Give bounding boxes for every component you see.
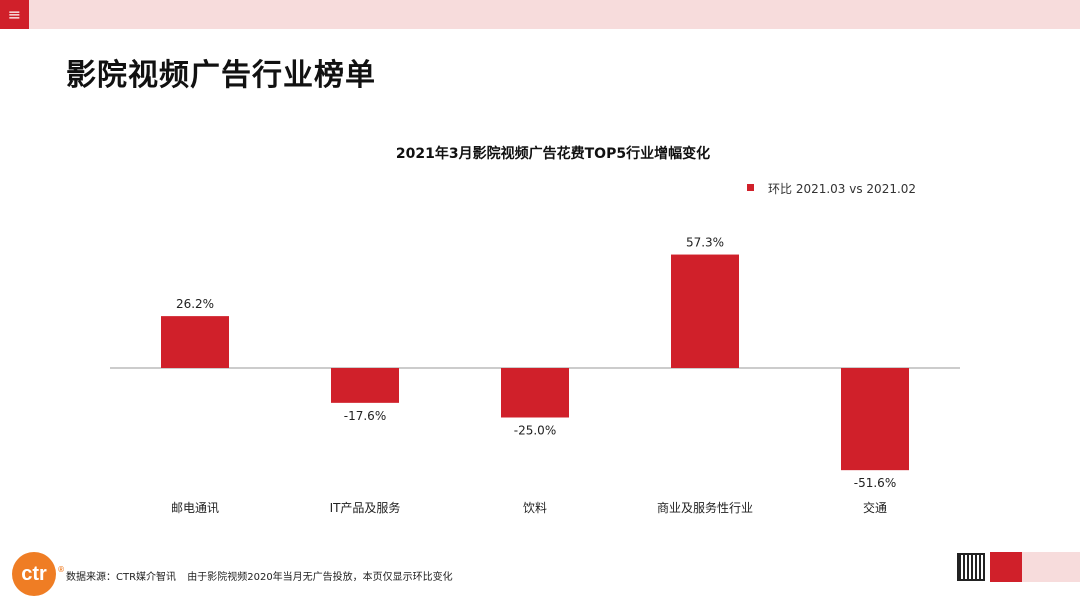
footer-note: 数据来源：CTR媒介智讯 由于影院视频2020年当月无广告投放，本页仅显示环比变… [66,568,453,583]
source-text: 数据来源：CTR媒介智讯 [66,572,177,583]
data-label-0: 26.2% [176,297,214,311]
ctr-logo: ctr ® [12,552,64,596]
bar-2 [501,368,569,418]
registered-mark: ® [58,565,64,574]
data-label-4: -51.6% [854,476,896,490]
data-label-2: -25.0% [514,424,556,438]
page-title: 影院视频广告行业榜单 [66,58,376,93]
data-label-3: 57.3% [686,236,724,250]
data-label-1: -17.6% [344,409,386,423]
category-label-2: 饮料 [523,501,547,515]
category-label-4: 交通 [863,500,887,515]
plot-area: 26.2% 邮电通讯 -17.6% IT产品及服务 -25.0% 饮料 57.3% 商业及服务… [110,236,960,515]
footer-accent-block [990,552,1022,582]
menu-icon[interactable]: ≡ [0,0,29,29]
top-bar [0,0,1080,29]
category-label-3: 商业及服务性行业 [657,500,753,515]
category-label-0: 邮电通讯 [171,501,219,515]
bar-3 [671,254,739,368]
logo-text: ctr [21,563,47,585]
bar-4 [841,368,909,471]
category-label-1: IT产品及服务 [330,500,401,515]
bar-chart: 2021年3月影院视频广告花费TOP5行业增幅变化 环比 2021.03 vs … [110,145,960,515]
chart-title: 2021年3月影院视频广告花费TOP5行业增幅变化 [396,145,710,162]
legend-swatch [747,184,754,191]
legend-label: 环比 2021.03 vs 2021.02 [768,182,916,196]
qr-code-icon[interactable] [957,553,985,581]
disclaimer-text: 由于影院视频2020年当月无广告投放，本页仅显示环比变化 [187,572,453,583]
bar-0 [161,316,229,368]
footer-pink-block [1022,552,1080,582]
bar-1 [331,368,399,403]
